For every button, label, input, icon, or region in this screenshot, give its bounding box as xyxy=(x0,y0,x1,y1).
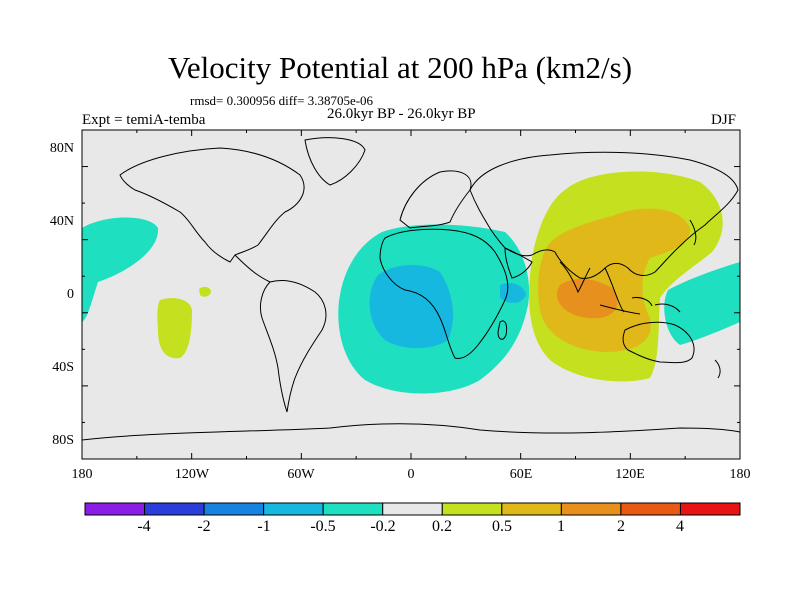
colorbar-swatch xyxy=(501,502,562,516)
y-tick-label-40n: 40N xyxy=(49,214,74,229)
axis-ticks xyxy=(81,129,741,460)
x-tick-label-60w: 60W xyxy=(287,467,315,482)
colorbar-label: 2 xyxy=(617,518,625,535)
negative-anomaly-core-east xyxy=(500,283,526,303)
positive-anomaly-core xyxy=(538,208,691,352)
season-label: DJF xyxy=(711,112,737,128)
period-label: 26.0kyr BP - 26.0kyr BP xyxy=(327,106,476,122)
page-title: Velocity Potential at 200 hPa (km2/s) xyxy=(167,50,633,85)
colorbar-label: -0.5 xyxy=(310,518,336,535)
colorbar-label: 1 xyxy=(557,518,565,535)
x-tick-label-180e: 180 xyxy=(729,467,751,482)
y-tick-label-80s: 80S xyxy=(52,433,74,448)
positive-anomaly-spot-small xyxy=(199,286,211,297)
colorbar-label: -4 xyxy=(137,518,151,535)
negative-anomaly-core xyxy=(369,264,454,349)
colorbar-label: -2 xyxy=(197,518,211,535)
colorbar-label: 0.2 xyxy=(432,518,452,535)
x-tick-label-0: 0 xyxy=(407,467,415,482)
negative-anomaly-east-pacific xyxy=(664,262,740,345)
colorbar xyxy=(84,502,741,516)
y-tick-label-eq: 0 xyxy=(67,287,74,302)
colorbar-swatch xyxy=(620,502,681,516)
positive-anomaly-maximum xyxy=(556,278,618,319)
x-tick-label-120e: 120E xyxy=(615,467,645,482)
negative-anomaly-pacific xyxy=(82,217,159,322)
y-tick-label-80n: 80N xyxy=(49,141,74,156)
colorbar-swatch xyxy=(322,502,384,516)
contour-fields xyxy=(82,137,740,441)
colorbar-swatch xyxy=(144,502,205,516)
colorbar-swatch xyxy=(263,502,324,516)
colorbar-swatch xyxy=(84,502,146,516)
colorbar-swatch xyxy=(203,502,265,516)
colorbar-swatch xyxy=(560,502,622,516)
stats-text: rmsd= 0.300956 diff= 3.38705e-06 xyxy=(190,93,374,108)
colorbar-swatch xyxy=(382,502,443,516)
colorbar-label: 0.5 xyxy=(492,518,512,535)
colorbar-label: 4 xyxy=(676,518,684,535)
x-tick-label-180w: 180 xyxy=(71,467,93,482)
x-tick-label-60e: 60E xyxy=(509,467,533,482)
colorbar-label: -0.2 xyxy=(370,518,396,535)
x-tick-label-120w: 120W xyxy=(174,467,210,482)
coastlines xyxy=(82,137,740,441)
colorbar-label: -1 xyxy=(257,518,271,535)
colorbar-swatch xyxy=(679,502,741,516)
y-tick-label-40s: 40S xyxy=(52,360,74,375)
positive-anomaly-spot xyxy=(157,298,192,359)
experiment-label: Expt = temiA-temba xyxy=(82,112,206,128)
colorbar-swatch xyxy=(441,502,503,516)
